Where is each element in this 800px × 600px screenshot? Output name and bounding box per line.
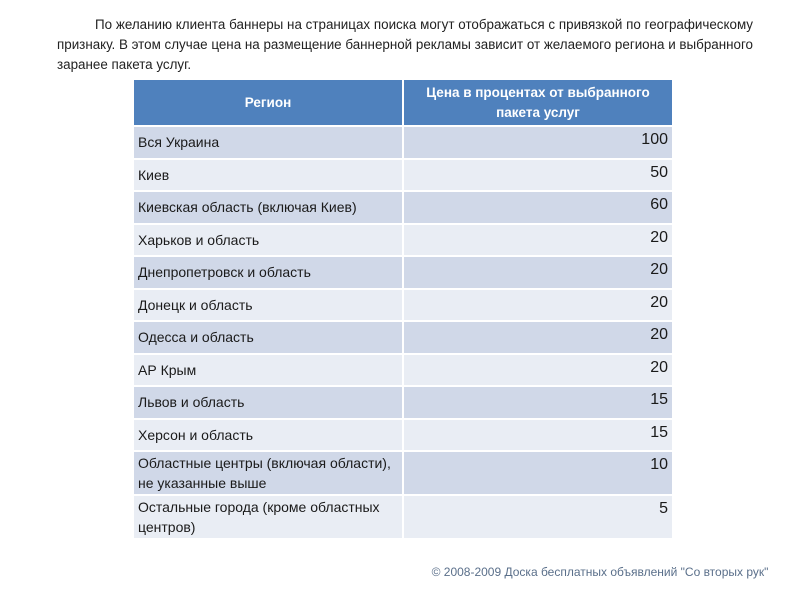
table-row: Остальные города (кроме областных центро…: [134, 495, 672, 540]
regional-pricing-table: Регион Цена в процентах от выбранного па…: [134, 80, 672, 540]
region-cell: Киевская область (включая Киев): [134, 191, 404, 225]
region-cell: Одесса и область: [134, 321, 404, 355]
region-cell: Остальные города (кроме областных центро…: [134, 495, 404, 540]
value-cell: 100: [403, 126, 672, 160]
value-cell: 10: [403, 451, 672, 496]
region-cell: Донецк и область: [134, 288, 404, 322]
table-row: Херсон и область 15: [134, 418, 672, 452]
value-cell: 15: [403, 418, 672, 452]
value-cell: 20: [403, 321, 672, 355]
value-cell: 50: [403, 158, 672, 192]
table-row: Донецк и область 20: [134, 288, 672, 322]
table-row: Киевская область (включая Киев) 60: [134, 191, 672, 225]
table-row: Областные центры (включая области), не у…: [134, 451, 672, 496]
value-cell: 5: [403, 495, 672, 540]
table-header-row: Регион Цена в процентах от выбранного па…: [134, 80, 672, 127]
table-row: Киев 50: [134, 158, 672, 192]
region-cell: Харьков и область: [134, 223, 404, 257]
value-cell: 20: [403, 353, 672, 387]
value-cell: 20: [403, 256, 672, 290]
intro-paragraph: По желанию клиента баннеры на страницах …: [57, 17, 753, 72]
table-row: Вся Украина 100: [134, 126, 672, 160]
region-cell: Киев: [134, 158, 404, 192]
table-row: АР Крым 20: [134, 353, 672, 387]
table-row: Львов и область 15: [134, 386, 672, 420]
header-region: Регион: [134, 80, 404, 127]
region-cell: Херсон и область: [134, 418, 404, 452]
region-cell: Областные центры (включая области), не у…: [134, 451, 404, 496]
table-row: Одесса и область 20: [134, 321, 672, 355]
table-row: Днепропетровск и область 20: [134, 256, 672, 290]
value-cell: 20: [403, 288, 672, 322]
value-cell: 60: [403, 191, 672, 225]
region-cell: Львов и область: [134, 386, 404, 420]
region-cell: АР Крым: [134, 353, 404, 387]
header-price: Цена в процентах от выбранного пакета ус…: [403, 80, 672, 127]
value-cell: 20: [403, 223, 672, 257]
copyright-footer: © 2008-2009 Доска бесплатных объявлений …: [431, 565, 769, 579]
region-cell: Вся Украина: [134, 126, 404, 160]
region-cell: Днепропетровск и область: [134, 256, 404, 290]
table-row: Харьков и область 20: [134, 223, 672, 257]
value-cell: 15: [403, 386, 672, 420]
